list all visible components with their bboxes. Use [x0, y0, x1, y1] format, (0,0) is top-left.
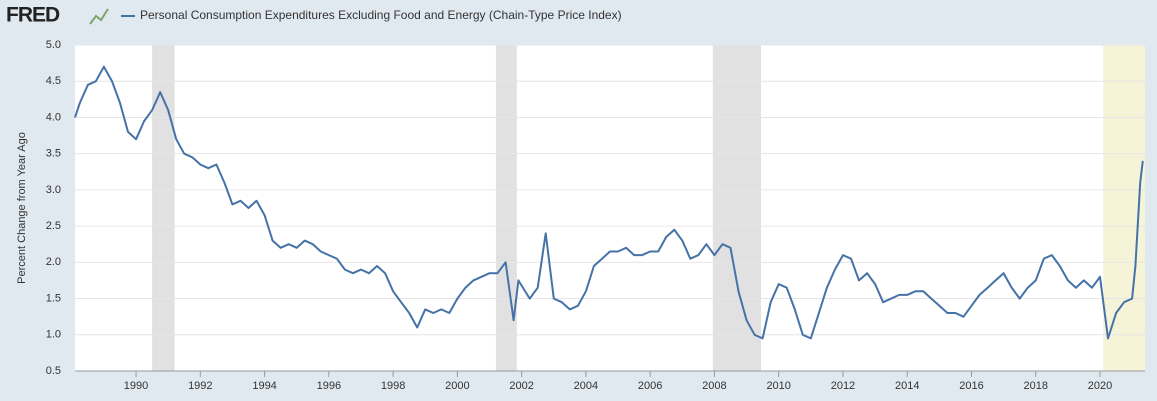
x-tick-label: 1998: [381, 380, 405, 392]
x-tick-label: 2014: [895, 380, 919, 392]
y-tick-label: 2.5: [46, 220, 61, 232]
x-tick-label: 2018: [1024, 380, 1048, 392]
x-tick-label: 2010: [766, 380, 790, 392]
plot-area: [75, 45, 1145, 371]
x-tick-label: 2020: [1088, 380, 1112, 392]
recession-band: [152, 45, 175, 371]
x-tick-label: 2002: [509, 380, 533, 392]
x-tick-label: 1996: [317, 380, 341, 392]
y-tick-label: 3.5: [46, 148, 61, 160]
legend-label: Personal Consumption Expenditures Exclud…: [140, 8, 622, 22]
x-tick-label: 1992: [188, 380, 212, 392]
y-tick-label: 1.5: [46, 292, 61, 304]
brand-logo: FRED: [6, 4, 60, 27]
y-tick-label: 4.5: [46, 75, 61, 87]
y-tick-label: 3.0: [46, 184, 61, 196]
x-tick-label: 1994: [252, 380, 276, 392]
x-tick-label: 2016: [959, 380, 983, 392]
y-tick-label: 1.0: [46, 329, 61, 341]
y-tick-label: 5.0: [46, 39, 61, 51]
y-tick-label: 4.0: [46, 111, 61, 123]
logo-icon: [89, 8, 109, 25]
x-tick-label: 2000: [445, 380, 469, 392]
y-tick-label: 0.5: [46, 365, 61, 377]
x-tick-label: 2012: [831, 380, 855, 392]
y-tick-label: 2.0: [46, 256, 61, 268]
recession-band: [495, 45, 517, 371]
x-tick-label: 2006: [638, 380, 662, 392]
x-tick-label: 2008: [702, 380, 726, 392]
recession-band: [712, 45, 762, 371]
x-tick-label: 1990: [124, 380, 148, 392]
series-line: [74, 65, 1144, 340]
y-axis-label: Percent Change from Year Ago: [16, 132, 28, 284]
x-tick-label: 2004: [574, 380, 598, 392]
